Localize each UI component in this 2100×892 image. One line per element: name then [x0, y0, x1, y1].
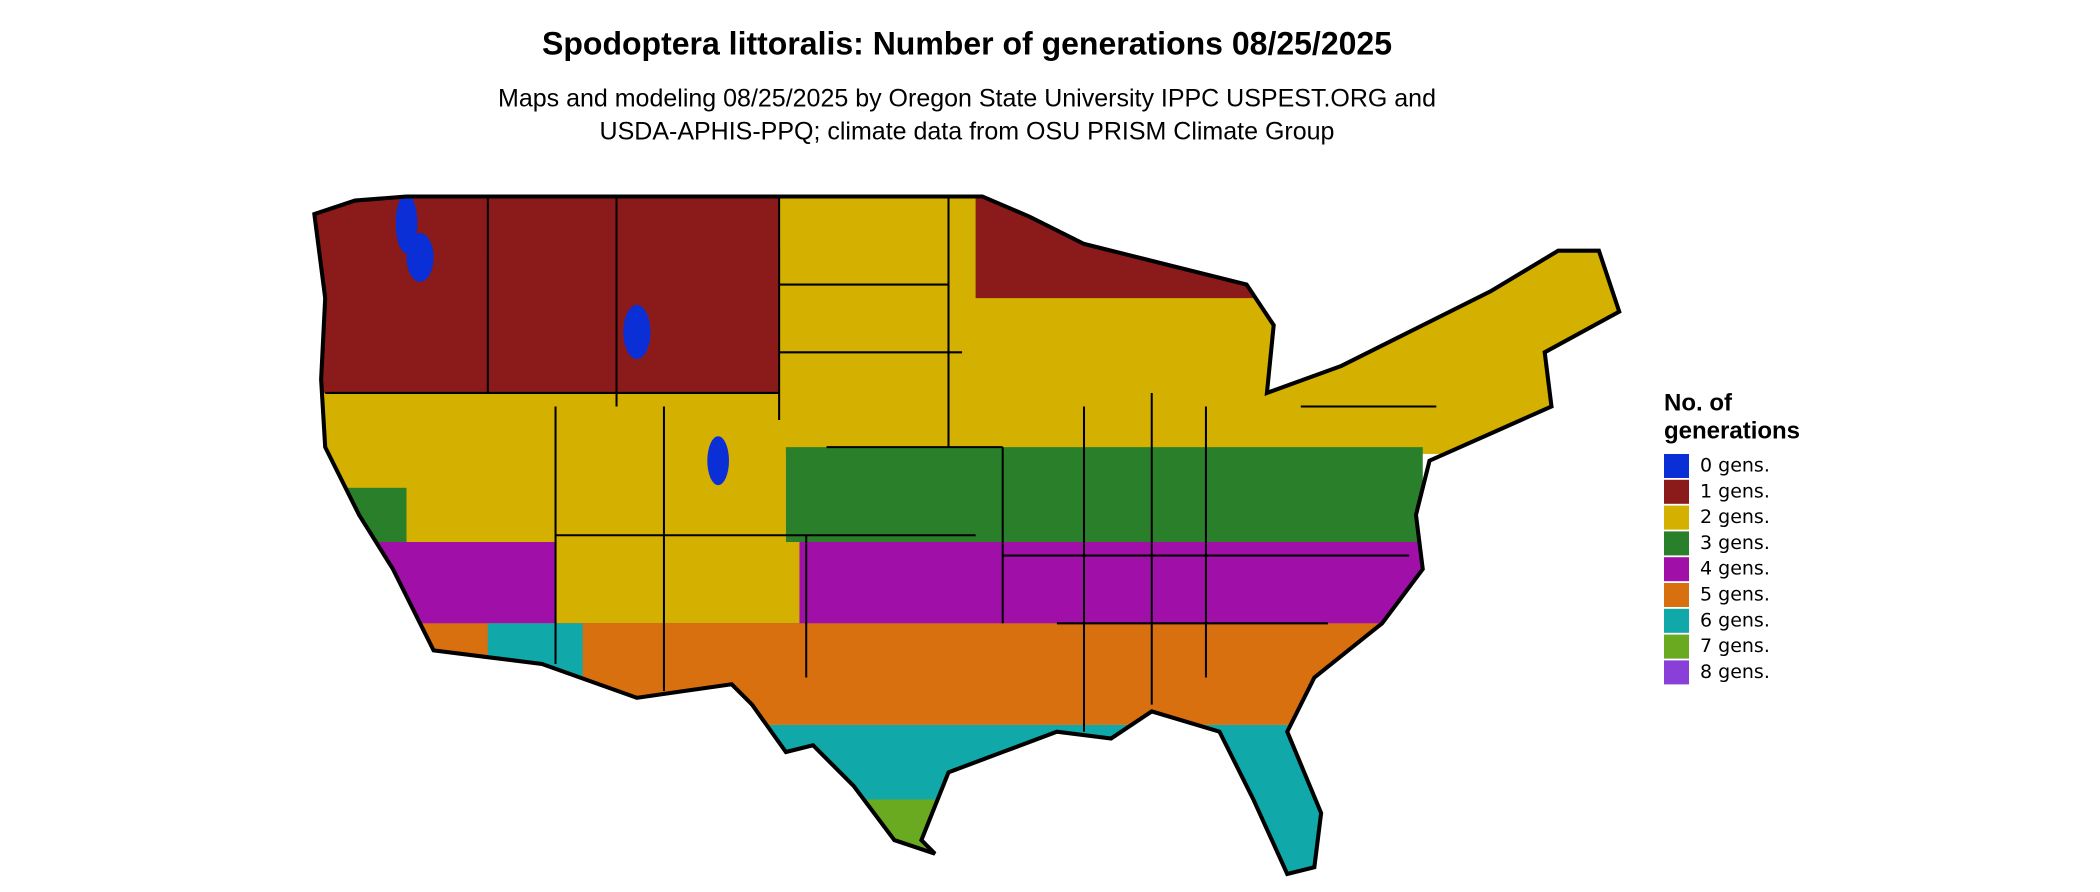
gen-zone	[314, 447, 570, 556]
legend-label: 3 gens.	[1700, 532, 1770, 554]
gen-zone	[406, 233, 434, 282]
us-outline	[312, 194, 1622, 877]
gen-zone	[555, 542, 800, 624]
gen-zone	[867, 799, 949, 868]
map-title: Spodoptera littoralis: Number of generat…	[542, 25, 1392, 61]
legend-label: 7 gens.	[1700, 635, 1770, 657]
legend-title: No. of	[1664, 389, 1733, 416]
gen-zone	[623, 304, 651, 360]
legend-swatch	[1664, 583, 1689, 607]
legend-swatch	[1664, 634, 1689, 659]
legend-swatch	[1664, 454, 1689, 478]
legend-title: generations	[1664, 417, 1800, 444]
gen-zone	[314, 542, 1423, 631]
gen-zone	[487, 623, 583, 678]
gen-zone	[314, 196, 786, 407]
gen-zone	[785, 447, 1423, 542]
legend-label: 5 gens.	[1700, 584, 1770, 606]
legend-label: 2 gens.	[1700, 506, 1770, 528]
legend-label: 1 gens.	[1700, 480, 1770, 502]
gen-zone	[555, 406, 786, 542]
legend-label: 4 gens.	[1700, 558, 1770, 580]
legend-label: 0 gens.	[1700, 455, 1770, 477]
legend-label: 8 gens.	[1700, 661, 1770, 683]
legend-swatch	[1664, 608, 1689, 633]
map-fill	[314, 196, 1620, 874]
legend-swatch	[1664, 531, 1689, 556]
legend-swatch	[1664, 557, 1689, 582]
legend-swatch	[1664, 479, 1689, 504]
legend: 0 gens. 1 gens. 2 gens. 3 gens. 4 gens. 5 gen…	[1664, 454, 1770, 685]
gen-zone	[314, 623, 1437, 725]
map	[312, 194, 1622, 877]
subtitle: USDA-APHIS-PPQ; climate data from OSU PR…	[600, 118, 1335, 146]
subtitle: Maps and modeling 08/25/2025 by Oregon S…	[498, 85, 1436, 113]
legend-label: 6 gens.	[1700, 609, 1770, 631]
gen-zone	[707, 436, 729, 486]
gen-zone	[314, 392, 1620, 454]
legend-swatch	[1664, 505, 1689, 530]
state-borders	[325, 196, 1437, 732]
legend-swatch	[1664, 660, 1689, 685]
gen-zone	[314, 724, 1410, 874]
